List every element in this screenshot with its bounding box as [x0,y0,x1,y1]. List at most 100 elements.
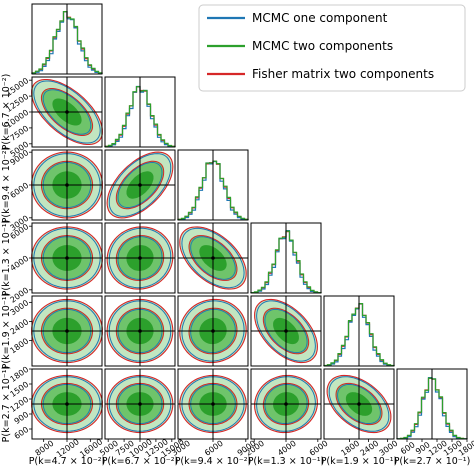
truth-point [65,110,69,114]
contour-fisher-outer [179,298,247,364]
truth-point [211,402,215,406]
panel-frame [323,368,395,440]
x-axis-label-3: P(k=1.3 × 10⁻¹) [248,456,325,467]
panel-1-1 [104,76,176,148]
panel-frame [104,295,176,367]
y-axis-label-2: P(k=9.4 × 10⁻²) [1,147,12,224]
panel-5-2: 3000 6000 9000 [170,368,258,458]
panel-frame [250,295,322,367]
contour-fisher-outer [179,226,247,290]
legend-frame [198,4,466,92]
contour-fisher-inner [262,382,310,426]
x-axis-label-5: P(k=2.7 × 10⁻¹) [394,456,471,467]
contour-one-inner [337,384,381,424]
y-tick-label: 600 [13,425,31,441]
contour-one-inner [264,308,308,354]
truth-point [138,256,142,260]
contour-fisher-inner [40,88,94,136]
y-axis-label-3: P(k=1.3 × 10⁻¹) [1,220,12,297]
panel-5-3: 2000 4000 6000 [244,368,330,458]
panel-2-2 [177,149,249,221]
y-axis-label-5: P(k=2.7 × 10⁻¹) [1,366,12,443]
panel-frame [177,222,249,294]
contour-fisher-outer [106,151,174,219]
truth-point [138,402,142,406]
panel-frame [396,368,468,440]
legend-label-fisher-two: Fisher matrix two components [252,67,434,81]
contour-fisher-inner [188,235,238,281]
contour-one-inner [264,384,308,424]
x-tick-label: 2400 [358,439,380,458]
x-tick-label: 1800 [339,439,361,458]
truth-point [65,256,69,260]
contour-one-inner [190,236,236,280]
contour-fisher-outer [326,374,392,434]
panel-frame [31,3,103,75]
contour-fisher-outer [106,226,174,290]
panel-frame [31,295,103,367]
truth-point [357,402,361,406]
x-tick-label: 3000 [378,439,400,458]
panel-3-2 [177,222,249,294]
panel-frame [323,295,395,367]
x-axis-label-1: P(k=6.7 × 10⁻²) [102,456,179,467]
truth-point [211,329,215,333]
contour-one-inner [42,89,92,135]
truth-point [138,329,142,333]
legend-label-mcmc-two: MCMC two components [252,39,393,53]
contour-one-outer [181,227,245,289]
panel-3-3 [250,222,322,294]
y-axis-label-4: P(k=1.9 × 10⁻¹) [1,293,12,370]
contour-one-outer [108,227,172,289]
panel-2-1 [104,149,176,221]
contour-fisher-inner [262,307,310,355]
contour-one-outer [108,153,172,217]
x-tick-label: 4000 [276,439,298,458]
panel-frame [104,149,176,221]
contour-one-outer [256,300,316,362]
contour-fisher-outer [254,298,318,364]
contour-fisher-inner [115,160,165,210]
panel-frame [104,76,176,148]
x-tick-label: 6000 [308,439,330,458]
truth-point [65,183,69,187]
truth-point [284,329,288,333]
contour-fisher-inner [335,382,383,426]
truth-point [284,402,288,406]
truth-point [211,256,215,260]
x-axis-label-2: P(k=9.4 × 10⁻²) [175,456,252,467]
panel-4-2 [177,295,249,367]
contour-one-outer [181,300,245,362]
truth-point [65,402,69,406]
panel-frame [177,295,249,367]
panel-frame [250,222,322,294]
panel-frame [104,222,176,294]
contour-one-inner [117,236,163,280]
x-axis-label-0: P(k=4.7 × 10⁻²) [29,456,106,467]
contour-fisher-outer [254,374,318,434]
x-tick-label: 6000 [203,439,225,458]
contour-one-outer [33,80,101,144]
contour-one-inner [190,308,236,354]
legend-label-mcmc-one: MCMC one component [252,11,388,25]
contour-one-outer [328,376,390,432]
y-axis-label-1: P(k=6.7 × 10⁻²) [1,74,12,151]
panel-frame [177,149,249,221]
panel-4-1 [104,295,176,367]
x-tick-label: 8000 [34,439,56,458]
panel-4-4 [323,295,395,367]
panel-3-1 [104,222,176,294]
panel-0-0 [31,3,103,75]
contour-fisher-inner [188,307,238,355]
contour-one-inner [117,162,163,208]
contour-one-outer [256,376,316,432]
contour-fisher-inner [115,235,165,281]
